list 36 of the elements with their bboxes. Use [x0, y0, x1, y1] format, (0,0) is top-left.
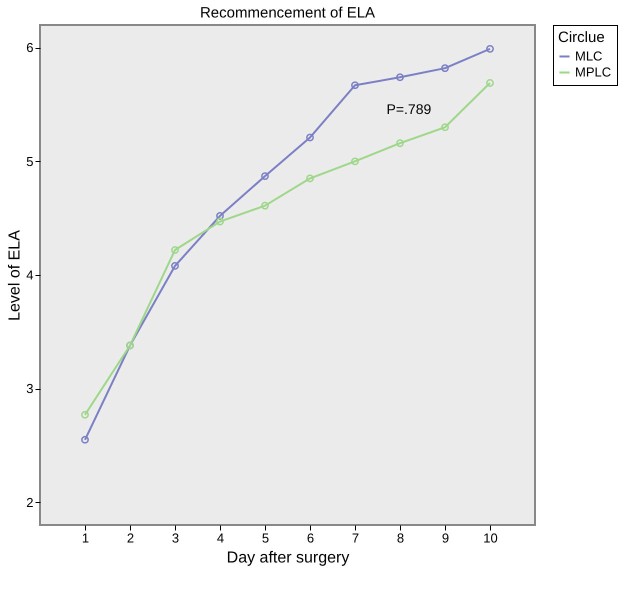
x-axis-title: Day after surgery [226, 550, 350, 566]
x-tick-label: 10 [483, 530, 498, 546]
legend-label: MLC [575, 48, 602, 64]
point [351, 157, 359, 166]
x-tick-label: 2 [126, 530, 134, 546]
point [441, 64, 449, 72]
x-tick-label: 7 [352, 530, 360, 546]
chart-title: Recommencement of ELA [200, 4, 376, 22]
point [216, 212, 224, 220]
point [306, 174, 314, 182]
point [396, 139, 404, 148]
y-tick-label: 5 [26, 154, 34, 169]
x-tick-label: 8 [396, 530, 404, 546]
point [261, 172, 269, 180]
annotation: P=.789 [386, 101, 432, 117]
x-tick-label: 6 [306, 530, 314, 546]
point [441, 123, 449, 132]
point [351, 81, 359, 90]
x-tick-label: 9 [442, 530, 450, 546]
legend-label: MPLC [575, 64, 612, 80]
y-tick-label: 3 [26, 381, 34, 396]
x-tick-label: 3 [172, 530, 180, 546]
y-axis-title: Level of ELA [6, 230, 24, 321]
x-tick-label: 1 [82, 530, 90, 546]
point [171, 262, 179, 270]
point [396, 73, 404, 82]
y-tick-label: 6 [26, 40, 34, 56]
x-tick-label: 5 [262, 530, 270, 546]
legend-title: Circlue [558, 29, 605, 46]
point [171, 246, 179, 254]
y-tick-label: 4 [26, 268, 34, 282]
y-tick-label: 2 [26, 494, 34, 510]
x-tick-label: 4 [216, 530, 224, 546]
point [306, 134, 314, 142]
point [261, 202, 269, 210]
point [216, 218, 224, 226]
